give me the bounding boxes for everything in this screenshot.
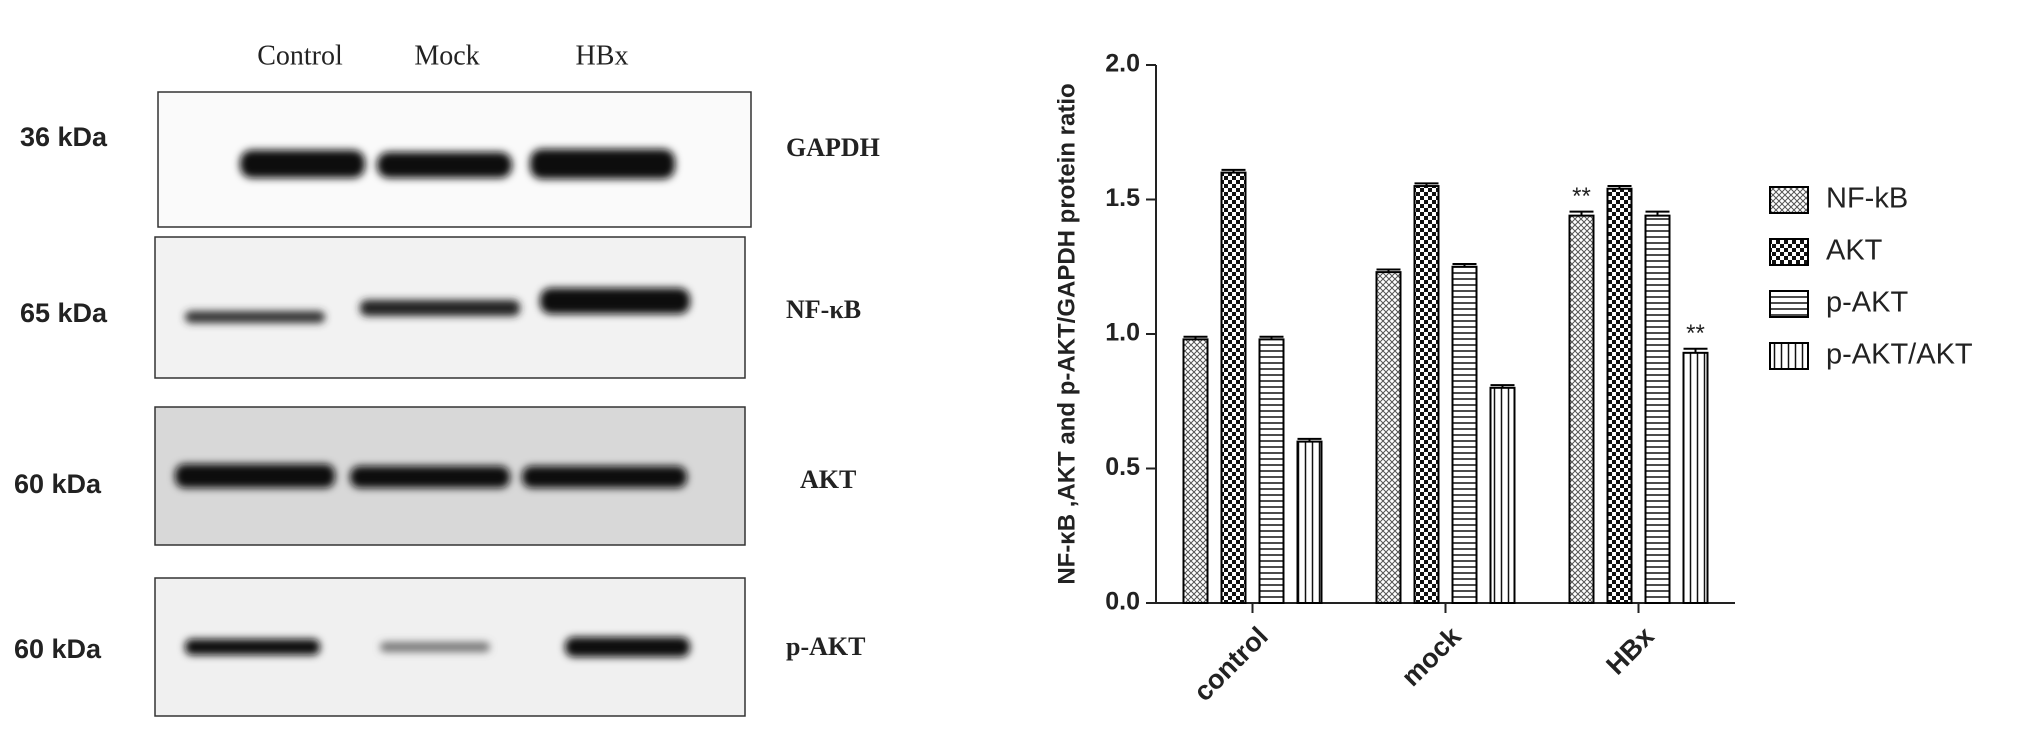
blot: Control Mock HBx 36 kDa 65 kDa 60 kDa 60…: [14, 40, 880, 717]
y-tick-label: 2.0: [1105, 50, 1140, 78]
band: [540, 288, 690, 314]
legend-label: NF-kB: [1826, 183, 1908, 215]
protein-label: AKT: [800, 465, 856, 494]
band: [350, 466, 510, 488]
bar: [1220, 171, 1247, 604]
error-bar: [1452, 263, 1477, 267]
size-label: 60 kDa: [14, 469, 102, 499]
error-bar: [1683, 347, 1708, 353]
protein-label: NF-κB: [786, 295, 861, 324]
y-axis-label: NF-κB ,AKT and p-AKT/GAPDH protein ratio: [1053, 83, 1080, 584]
error-bar: [1645, 210, 1670, 216]
y-tick-label: 1.5: [1105, 184, 1140, 212]
size-label: 65 kDa: [20, 298, 108, 328]
lane-label: HBx: [576, 40, 629, 71]
bar: [1375, 271, 1402, 604]
legend-swatch: [1769, 342, 1809, 370]
legend-label: AKT: [1826, 235, 1883, 267]
bar: [1489, 386, 1516, 604]
error-bar: [1259, 335, 1284, 340]
bar: [1413, 185, 1440, 605]
legend-label: p-AKT/AKT: [1826, 339, 1973, 371]
bar: [1568, 214, 1595, 604]
y-tick-label: 0.0: [1105, 588, 1140, 616]
error-bar: [1183, 335, 1208, 340]
bands: [175, 149, 690, 657]
bar-chart: NF-κB ,AKT and p-AKT/GAPDH protein ratio…: [1053, 50, 1973, 707]
legend-swatch: [1769, 186, 1809, 214]
legend-swatch: [1769, 238, 1809, 266]
y-tick-label: 1.0: [1105, 319, 1140, 347]
band: [377, 152, 512, 178]
error-bar: [1414, 182, 1439, 187]
band: [380, 642, 490, 652]
band: [185, 639, 320, 655]
x-tick-label: HBx: [1600, 621, 1659, 680]
bar: [1606, 187, 1633, 605]
annotation: **: [1572, 183, 1591, 210]
x-tick-label: mock: [1396, 620, 1468, 692]
protein-label: GAPDH: [786, 133, 880, 162]
bar: [1258, 338, 1285, 604]
annotation: **: [1686, 320, 1705, 347]
lane-label: Mock: [414, 40, 479, 71]
bar: [1451, 265, 1478, 604]
band: [360, 300, 520, 316]
legend-swatch: [1769, 290, 1809, 318]
error-bar: [1569, 210, 1594, 216]
band: [185, 311, 325, 323]
band: [530, 149, 675, 179]
error-bar: [1297, 437, 1322, 442]
error-bar: [1376, 268, 1401, 273]
error-bar: [1221, 168, 1246, 173]
band: [522, 466, 687, 488]
x-tick-label: control: [1188, 621, 1274, 707]
bar: [1182, 338, 1209, 604]
protein-label: p-AKT: [786, 632, 865, 661]
legend-label: p-AKT: [1826, 287, 1908, 319]
bar: [1682, 351, 1709, 604]
bar: [1296, 440, 1323, 604]
lane-label: Control: [257, 40, 343, 71]
band: [565, 637, 690, 657]
bar: [1644, 214, 1671, 604]
error-bar: [1490, 384, 1515, 388]
size-label: 60 kDa: [14, 634, 102, 664]
band: [175, 464, 335, 488]
band: [240, 150, 365, 178]
y-tick-label: 0.5: [1105, 453, 1140, 481]
size-label: 36 kDa: [20, 122, 108, 152]
error-bar: [1607, 185, 1632, 189]
